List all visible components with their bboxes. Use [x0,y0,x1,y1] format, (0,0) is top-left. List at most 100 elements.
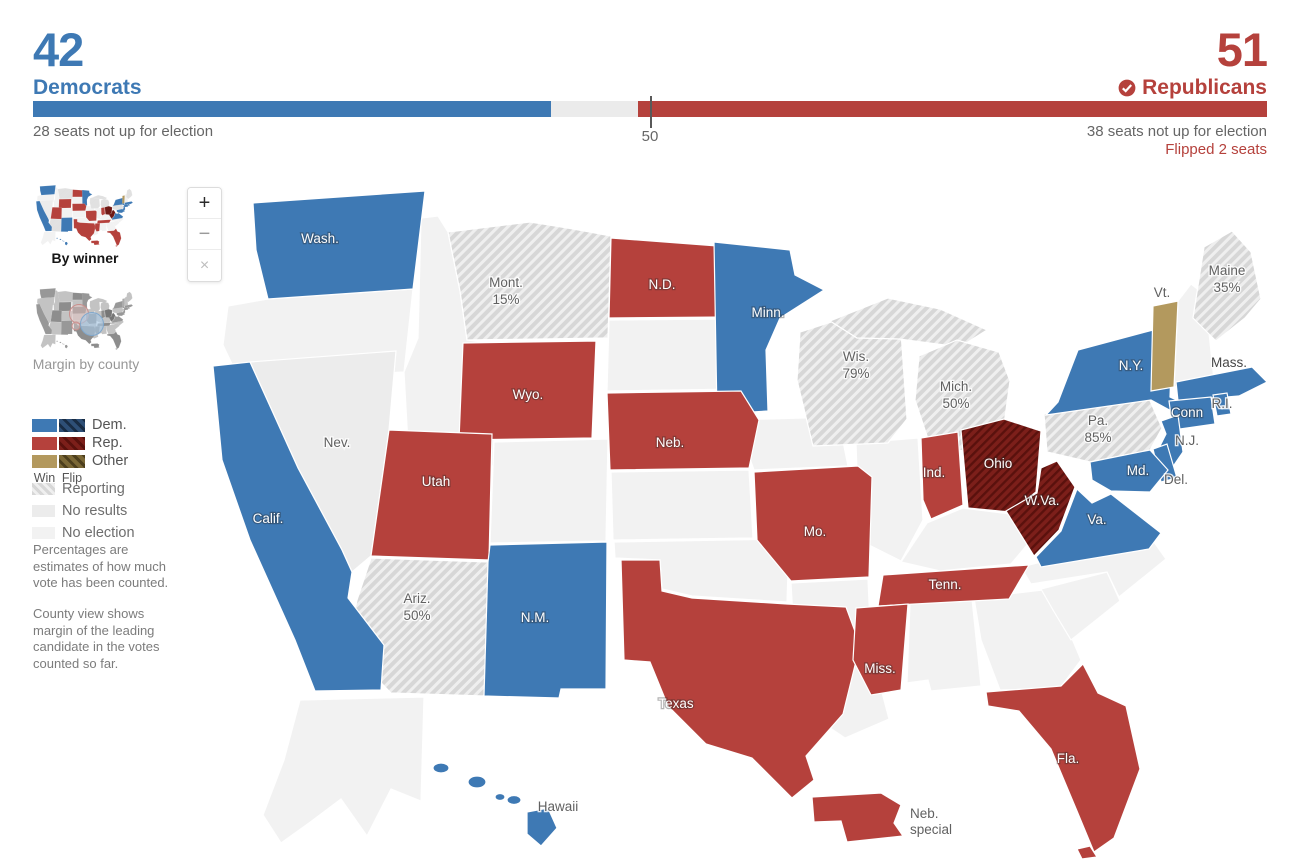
state-hawaii[interactable] [506,794,522,806]
flip-column-label: Flip [61,471,83,485]
state-ri[interactable] [1212,392,1232,417]
legend-row-reporting: Reporting [32,481,135,497]
dem-party-label: Democrats [33,76,142,99]
other-flip-swatch [59,454,85,468]
winner-check-icon [1118,79,1136,97]
legend-label-no-results: No results [62,503,128,519]
state-label-wva: W.Va. [1024,493,1059,508]
state-vt[interactable] [1150,300,1179,392]
state-label-texas: Texas [658,696,694,711]
state-ohio[interactable] [960,418,1042,513]
state-wash[interactable] [252,190,426,300]
state-label-miss: Miss. [864,661,896,676]
state-calif[interactable] [212,361,385,692]
rep-win-swatch [32,436,57,450]
state-nm[interactable] [483,541,608,699]
legend-label-reporting: Reporting [62,481,125,497]
rep-seats-note: 38 seats not up for election [1086,123,1267,140]
state-va[interactable] [1035,487,1162,568]
state-label-calif: Calif. [253,511,284,526]
zoom-out-button[interactable]: − [188,219,221,250]
state-maine[interactable] [1192,230,1262,342]
state-kan[interactable] [610,469,754,541]
rep-bar-segment [637,101,1267,117]
state-label-minn: Minn. [751,305,784,320]
legend-label-rep: Rep. [92,435,123,451]
state-label-neb_special: Neb. [910,806,939,821]
state-label-conn: Conn [1171,405,1203,420]
dem-bar-segment [33,101,552,117]
state-sc[interactable] [1040,571,1121,641]
state-tenn[interactable] [877,564,1031,607]
state-mo[interactable] [753,465,873,582]
states-layer [212,190,1269,860]
state-label-ohio: Ohio [984,456,1013,471]
state-wyo[interactable] [458,340,597,441]
state-label-ny: N.Y. [1119,358,1144,373]
legend-row-rep: Rep. [32,435,128,451]
state-label-del: Del. [1164,472,1188,487]
status-legend: Reporting No results No election [32,481,135,547]
state-mich[interactable] [828,297,989,348]
legend-row-dem: Dem. [32,417,128,433]
by-winner-thumbnail[interactable] [35,185,135,247]
state-ala[interactable] [906,598,982,692]
county-view-note: County view shows margin of the leading … [33,606,160,671]
legend-label-dem: Dem. [92,417,127,433]
state-hawaii[interactable] [494,792,506,802]
state-label-fla: Fla. [1057,751,1080,766]
state-alaska[interactable] [262,696,425,844]
state-texas[interactable] [620,559,861,799]
state-label-ariz: Ariz. [404,591,431,606]
state-label-maine: Maine [1209,263,1246,278]
state-utah[interactable] [370,429,493,561]
flipped-seats-note: Flipped 2 seats [1165,141,1267,158]
state-hawaii[interactable] [467,775,487,789]
state-label-mich: Mich. [940,379,972,394]
state-labels-layer: Nev. Wash. Mont. 15% N.D. Minn. Wis. 79% Mich. 50… [251,230,1248,839]
state-hawaii[interactable] [526,807,558,847]
state-label-ariz: 50% [403,608,430,623]
state-md[interactable] [1089,449,1169,493]
state-colo[interactable] [489,438,609,544]
margin-by-county-thumbnail[interactable] [35,288,135,350]
state-fla[interactable] [985,662,1141,853]
state-mont[interactable] [447,221,612,341]
state-ind[interactable] [920,431,964,520]
dem-seats-note: 28 seats not up for election [33,123,214,140]
seat-bar: 50 [33,96,1267,145]
state-label-mich: 50% [942,396,969,411]
reporting-swatch [32,483,55,495]
win-column-label: Win [33,471,56,485]
state-mass[interactable] [1175,366,1269,402]
state-fla_keys[interactable] [1076,845,1099,860]
margin-by-county-toggle-label[interactable]: Margin by county [32,356,140,372]
state-label-nj: N.J. [1175,433,1199,448]
state-label-mo: Mo. [804,524,827,539]
other-win-swatch [32,454,57,468]
zoom-reset-button[interactable]: × [188,250,221,281]
state-neb_special[interactable] [811,792,905,843]
state-label-nd: N.D. [649,277,676,292]
dem-flip-swatch [59,418,85,432]
legend-row-no-results: No results [32,503,135,519]
by-winner-toggle-label[interactable]: By winner [51,250,119,266]
state-miss[interactable] [852,603,909,696]
zoom-in-button[interactable]: + [188,188,221,219]
rep-party-label-row: Republicans [1118,76,1267,100]
state-hawaii[interactable] [432,762,450,774]
state-label-utah: Utah [422,474,451,489]
state-label-mont: 15% [492,292,519,307]
state-label-neb_special: special [910,822,952,837]
us-senate-map: Nev. Wash. Mont. 15% N.D. Minn. Wis. 79% Mich. 50… [212,190,1269,860]
win-flip-labels: Win Flip [32,471,128,485]
dem-seat-count: 42 [33,23,84,76]
state-neb[interactable] [606,390,760,471]
state-label-mass: Mass. [1211,355,1247,370]
rep-seat-count: 51 [1216,23,1268,76]
state-wva[interactable] [1005,460,1076,557]
state-label-nev: Nev. [324,435,351,450]
state-label-wyo: Wyo. [513,387,544,402]
state-label-nm: N.M. [521,610,550,625]
